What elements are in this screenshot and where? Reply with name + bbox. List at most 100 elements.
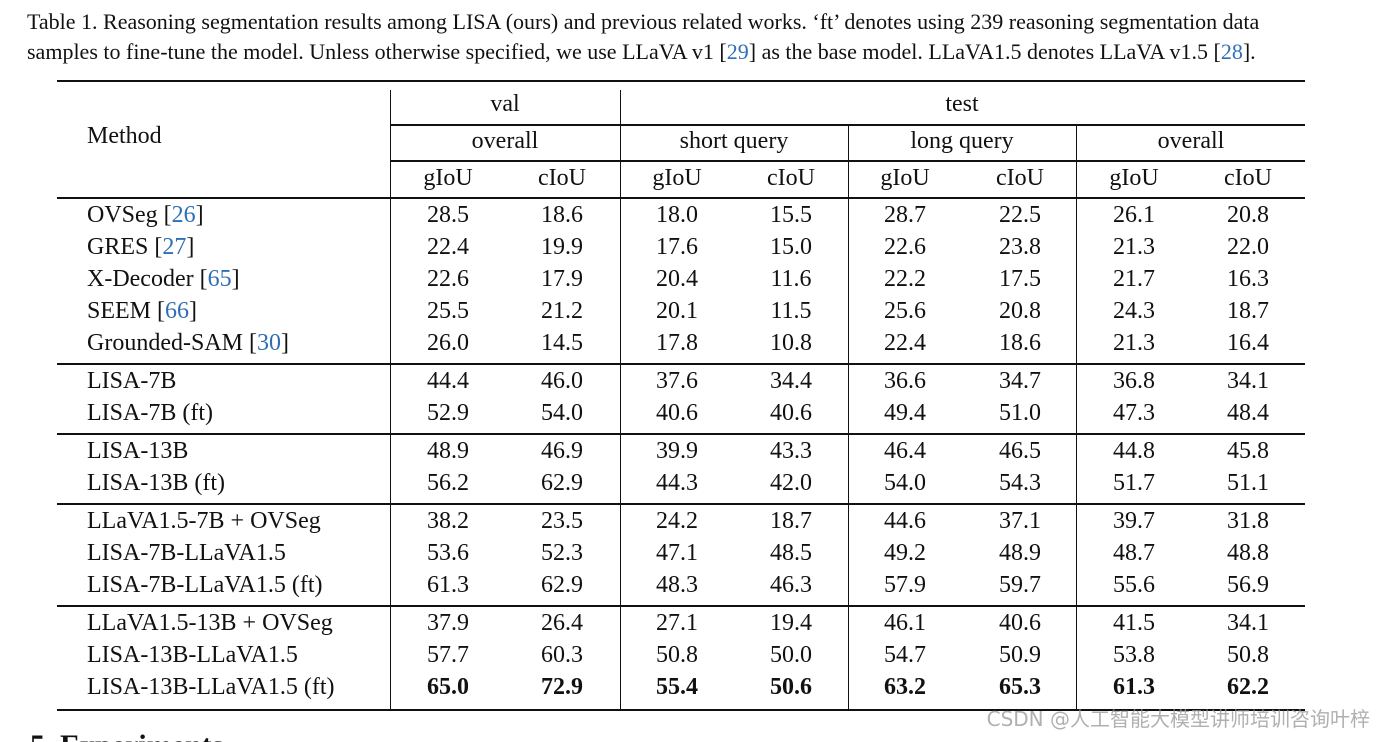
rule — [390, 90, 392, 709]
caption-text: samples to fine-tune the model. Unless o… — [27, 39, 727, 64]
citation: 28 — [1220, 39, 1243, 64]
cell-value: 24.3 — [1113, 298, 1155, 324]
method-name: LISA-7B — [87, 367, 176, 395]
cell-value: 50.0 — [770, 642, 812, 668]
cell-value: 47.1 — [656, 540, 698, 566]
cell-value: 46.3 — [770, 572, 812, 598]
cell-value: 22.4 — [884, 330, 926, 356]
method-text: LLaVA1.5-7B + OVSeg — [87, 508, 321, 534]
cell-value: 37.1 — [999, 508, 1041, 534]
cell-value: 62.9 — [541, 572, 583, 598]
method-text: LISA-7B (ft) — [87, 400, 213, 426]
method-text: GRES [ — [87, 234, 163, 260]
cell-value: 38.2 — [427, 508, 469, 534]
cell-value: 53.6 — [427, 540, 469, 566]
metric-header: cIoU — [767, 165, 815, 191]
cell-value: 42.0 — [770, 470, 812, 496]
cell-value: 22.5 — [999, 202, 1041, 228]
cell-value: 57.7 — [427, 642, 469, 668]
rule — [390, 124, 1305, 126]
cell-value: 16.4 — [1227, 330, 1269, 356]
cell-value: 62.9 — [541, 470, 583, 496]
watermark: CSDN @人工智能大模型讲师培训咨询叶梓 — [986, 707, 1370, 731]
metric-header: gIoU — [880, 165, 930, 191]
cell-value: 49.4 — [884, 400, 926, 426]
subgroup-header: short query — [679, 128, 789, 154]
cell-value: 46.5 — [999, 438, 1041, 464]
method-name: LISA-13B-LLaVA1.5 (ft) — [87, 673, 335, 701]
cell-value: 37.6 — [656, 368, 698, 394]
cell-value: 40.6 — [656, 400, 698, 426]
cell-value: 18.0 — [656, 202, 698, 228]
cell-value: 52.9 — [427, 400, 469, 426]
citation: 26 — [171, 202, 196, 228]
cell-value: 22.0 — [1227, 234, 1269, 260]
cell-value: 53.8 — [1113, 642, 1155, 668]
cell-value: 18.6 — [999, 330, 1041, 356]
cell-value: 63.2 — [884, 674, 926, 700]
cell-value: 51.0 — [999, 400, 1041, 426]
cell-value: 27.1 — [656, 610, 698, 636]
cell-value: 51.7 — [1113, 470, 1155, 496]
cell-value: 72.9 — [541, 674, 583, 700]
citation: 66 — [165, 298, 189, 324]
cell-value: 17.9 — [541, 266, 583, 292]
cell-value: 11.5 — [770, 298, 812, 324]
cell-value: 20.4 — [656, 266, 698, 292]
cell-value: 37.9 — [427, 610, 469, 636]
cell-value: 21.3 — [1113, 234, 1155, 260]
method-text: X-Decoder [ — [87, 266, 208, 292]
rule — [620, 90, 622, 709]
group-header: val — [490, 91, 520, 117]
cell-value: 46.4 — [884, 438, 926, 464]
cell-value: 50.9 — [999, 642, 1041, 668]
metric-header: cIoU — [996, 165, 1044, 191]
method-text: ] — [189, 298, 197, 324]
cell-value: 46.0 — [541, 368, 583, 394]
cell-value: 15.5 — [770, 202, 812, 228]
method-text: SEEM [ — [87, 298, 165, 324]
metric-header: gIoU — [1109, 165, 1159, 191]
cell-value: 21.7 — [1113, 266, 1155, 292]
method-text: LISA-13B — [87, 438, 189, 464]
cell-value: 19.9 — [541, 234, 583, 260]
metric-header: gIoU — [423, 165, 473, 191]
cell-value: 48.3 — [656, 572, 698, 598]
rule — [57, 197, 1305, 199]
caption-text: ] as the base model. LLaVA1.5 denotes LL… — [748, 39, 1221, 64]
group-header: test — [945, 91, 979, 117]
method-text: OVSeg [ — [87, 202, 172, 228]
cell-value: 65.3 — [999, 674, 1041, 700]
cell-value: 26.4 — [541, 610, 583, 636]
cell-value: 48.8 — [1227, 540, 1269, 566]
cell-value: 55.4 — [656, 674, 698, 700]
cell-value: 56.9 — [1227, 572, 1269, 598]
cell-value: 25.6 — [884, 298, 926, 324]
cell-value: 59.7 — [999, 572, 1041, 598]
cell-value: 55.6 — [1113, 572, 1155, 598]
cell-value: 34.7 — [999, 368, 1041, 394]
cell-value: 17.8 — [656, 330, 698, 356]
rule — [57, 503, 1305, 505]
rule — [1076, 125, 1078, 709]
metric-header: gIoU — [652, 165, 702, 191]
cell-value: 18.7 — [1227, 298, 1269, 324]
method-text: LISA-7B-LLaVA1.5 — [87, 540, 286, 566]
cell-value: 44.4 — [427, 368, 469, 394]
cell-value: 26.0 — [427, 330, 469, 356]
subgroup-header: overall — [1157, 128, 1225, 154]
cell-value: 18.7 — [770, 508, 812, 534]
method-text: LISA-13B-LLaVA1.5 (ft) — [87, 674, 335, 700]
method-name: LISA-7B-LLaVA1.5 — [87, 539, 286, 567]
cell-value: 15.0 — [770, 234, 812, 260]
caption-line: samples to fine-tune the model. Unless o… — [27, 39, 1256, 65]
cell-value: 54.0 — [541, 400, 583, 426]
cell-value: 65.0 — [427, 674, 469, 700]
cell-value: 20.8 — [999, 298, 1041, 324]
cell-value: 50.8 — [656, 642, 698, 668]
method-name: LISA-7B-LLaVA1.5 (ft) — [87, 571, 323, 599]
subgroup-header: overall — [471, 128, 539, 154]
method-name: SEEM [66] — [87, 297, 197, 325]
method-text: LISA-7B-LLaVA1.5 (ft) — [87, 572, 323, 598]
